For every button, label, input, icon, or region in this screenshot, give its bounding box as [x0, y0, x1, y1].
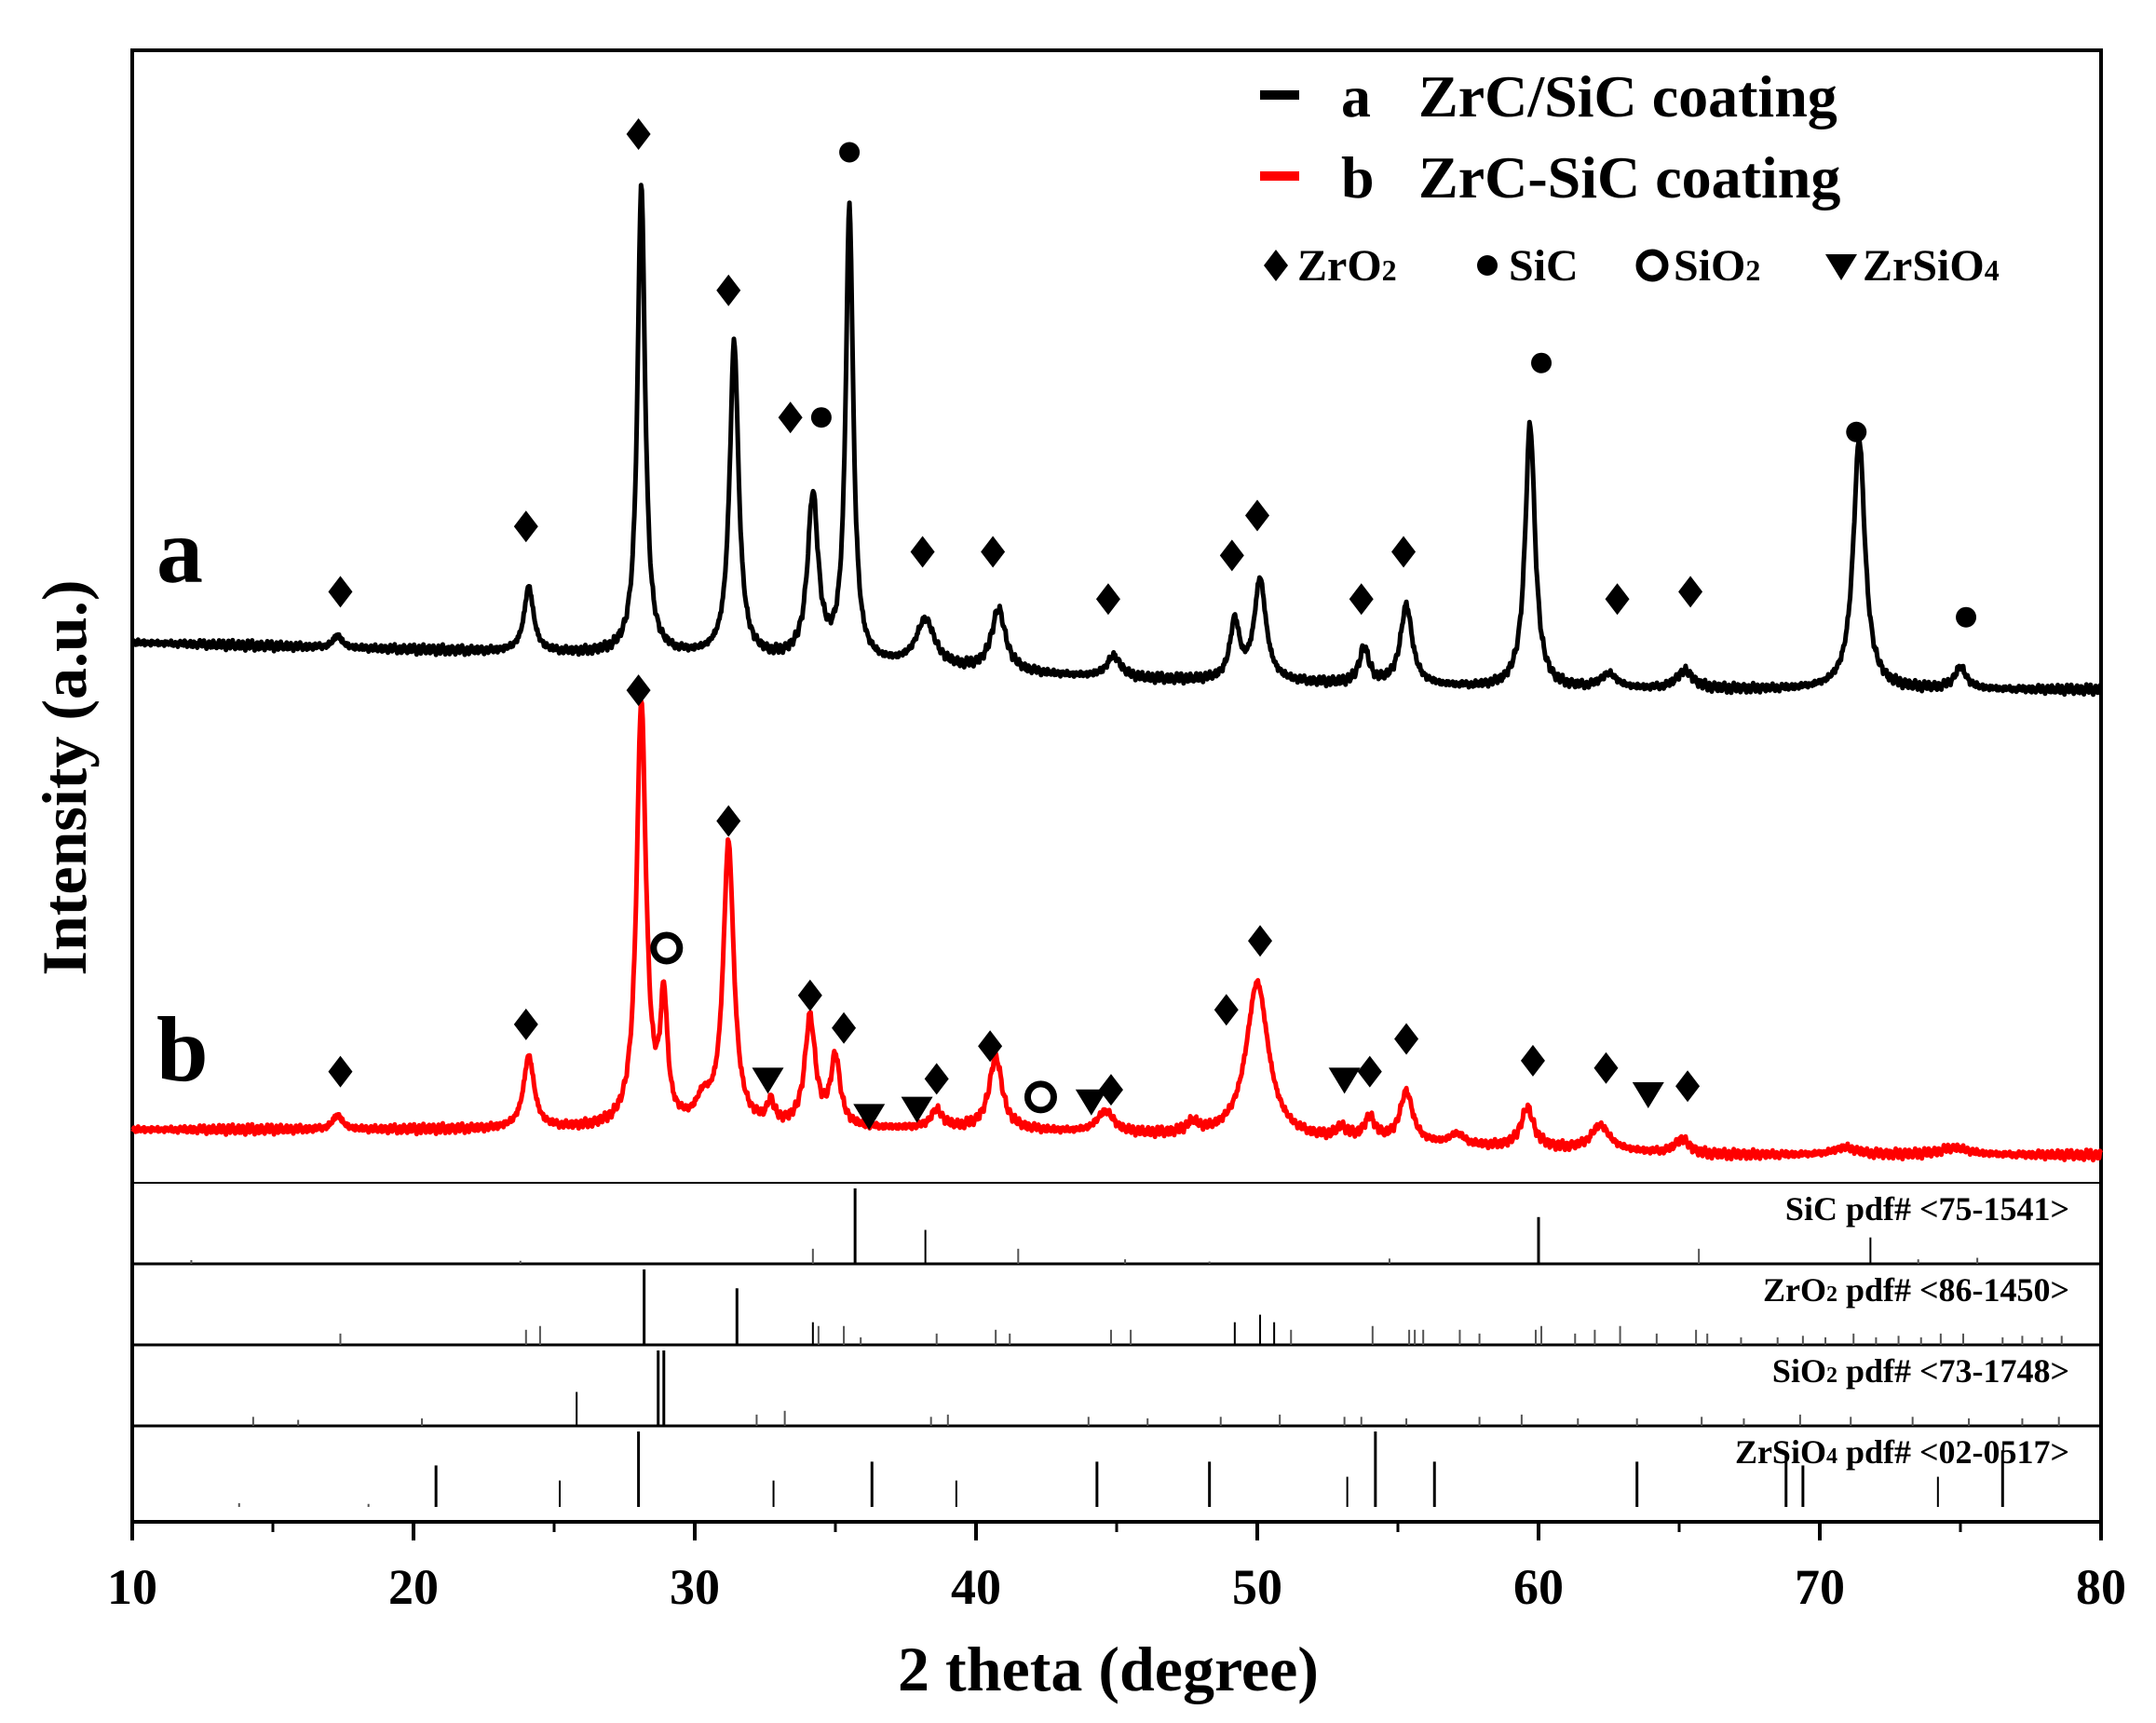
diffraction-series [130, 183, 2103, 1163]
reference-patterns [190, 1188, 2063, 1507]
series-a-diamond-marker-13 [1391, 536, 1417, 568]
series-a-diamond-marker-2 [626, 118, 651, 150]
series-a-dot-marker-5 [810, 407, 832, 428]
series-b-diamond-marker-0 [328, 1055, 353, 1088]
legend-phase-3: ZrSiO4 [1863, 241, 2000, 291]
series-a-dot-marker-17 [1846, 421, 1867, 442]
series-a-diamond-marker-8 [981, 536, 1006, 568]
series-b-diamond-marker-21 [1593, 1051, 1619, 1084]
legend-dot-icon [1477, 255, 1498, 276]
x-tick-label-10: 10 [107, 1559, 157, 1615]
peak-markers [328, 118, 1977, 1131]
series-a-diamond-marker-4 [778, 401, 803, 434]
x-axis: 10 20 30 40 50 60 70 80 [107, 1522, 2126, 1615]
legend-phase-0: ZrO2 [1297, 241, 1397, 291]
series-b-diamond-marker-6 [797, 979, 822, 1011]
series-b-diamond-marker-18 [1357, 1055, 1382, 1088]
series-a-diamond-marker-1 [513, 510, 538, 543]
series-b-diamond-marker-20 [1520, 1044, 1545, 1077]
series-a-diamond-marker-12 [1349, 583, 1374, 616]
series-a-diamond-marker-0 [328, 576, 353, 608]
series-b-triangle-marker-22 [1632, 1082, 1664, 1108]
legend-marker-a: a [1341, 63, 1371, 129]
series-a-diamond-marker-15 [1605, 583, 1630, 616]
reference-0-label: SiC pdf# <75-1541> [1785, 1190, 2069, 1228]
series-a-dot-marker-14 [1531, 352, 1553, 373]
y-axis-label: Intensity (a.u.) [29, 579, 100, 975]
legend-label-a: ZrC/SiC coating [1418, 63, 1837, 129]
series-a-diamond-marker-7 [910, 536, 935, 568]
x-tick-label-40: 40 [951, 1559, 1001, 1615]
series-b-triangle-marker-17 [1328, 1067, 1361, 1094]
reference-2-label: SiO2 pdf# <73-1748> [1772, 1352, 2069, 1390]
series-b-line [130, 699, 2103, 1163]
legend-phase-2: SiO2 [1674, 241, 1760, 291]
series-a-diamond-marker-3 [716, 274, 741, 306]
reference-1-label: ZrO2 pdf# <86-1450> [1763, 1271, 2069, 1309]
series-b-circle-marker-12 [1024, 1080, 1057, 1114]
series-b-tag: b [156, 997, 209, 1101]
series-b-diamond-marker-15 [1214, 994, 1239, 1026]
series-b-diamond-marker-1 [513, 1008, 538, 1040]
x-tick-label-20: 20 [388, 1559, 439, 1615]
x-tick-label-30: 30 [670, 1559, 720, 1615]
series-b-diamond-marker-19 [1394, 1023, 1419, 1055]
legend-diamond-icon [1264, 250, 1288, 281]
legend-triangle-icon [1825, 254, 1857, 280]
x-tick-label-50: 50 [1232, 1559, 1282, 1615]
series-b-diamond-marker-4 [716, 805, 741, 837]
series-a-diamond-marker-10 [1219, 539, 1244, 572]
series-b-diamond-marker-11 [978, 1030, 1003, 1063]
legend-phase-1: SiC [1509, 241, 1579, 291]
series-a-diamond-marker-16 [1678, 576, 1703, 608]
legend-circle-icon [1635, 249, 1669, 282]
series-a-line [130, 183, 2103, 698]
reference-dividers [132, 1182, 2101, 1428]
x-axis-label: 2 theta (degree) [898, 1634, 1319, 1704]
series-b-triangle-marker-8 [853, 1104, 886, 1131]
legend: a ZrC/SiC coating b ZrC-SiC coating ZrO2 SiC S… [1260, 63, 2000, 291]
series-b-triangle-marker-5 [752, 1067, 784, 1094]
series-b-triangle-marker-13 [1075, 1089, 1107, 1116]
series-b-diamond-marker-23 [1675, 1070, 1701, 1103]
x-tick-label-80: 80 [2076, 1559, 2126, 1615]
series-a-tag: a [156, 499, 203, 603]
reference-3-label: ZrSiO4 pdf# <02-0517> [1735, 1433, 2069, 1471]
series-b-diamond-marker-14 [1098, 1074, 1123, 1106]
series-a-dot-marker-6 [839, 142, 861, 163]
legend-swatch-b [1260, 171, 1299, 181]
series-b-diamond-marker-10 [924, 1063, 949, 1095]
series-a-diamond-marker-11 [1245, 499, 1269, 532]
series-b-circle-marker-3 [650, 931, 684, 965]
legend-marker-b: b [1341, 144, 1375, 210]
series-a-diamond-marker-9 [1095, 583, 1120, 616]
reference-labels: SiC pdf# <75-1541> ZrO2 pdf# <86-1450> SiO… [1735, 1190, 2069, 1471]
series-a-dot-marker-18 [1956, 606, 1977, 628]
legend-label-b: ZrC-SiC coating [1418, 144, 1840, 210]
series-b-triangle-marker-9 [901, 1096, 933, 1123]
series-b-diamond-marker-16 [1248, 925, 1273, 957]
legend-swatch-a [1260, 90, 1299, 100]
x-tick-label-60: 60 [1513, 1559, 1564, 1615]
series-b-diamond-marker-2 [626, 674, 651, 707]
series-b-diamond-marker-7 [832, 1011, 857, 1044]
x-tick-label-70: 70 [1795, 1559, 1845, 1615]
